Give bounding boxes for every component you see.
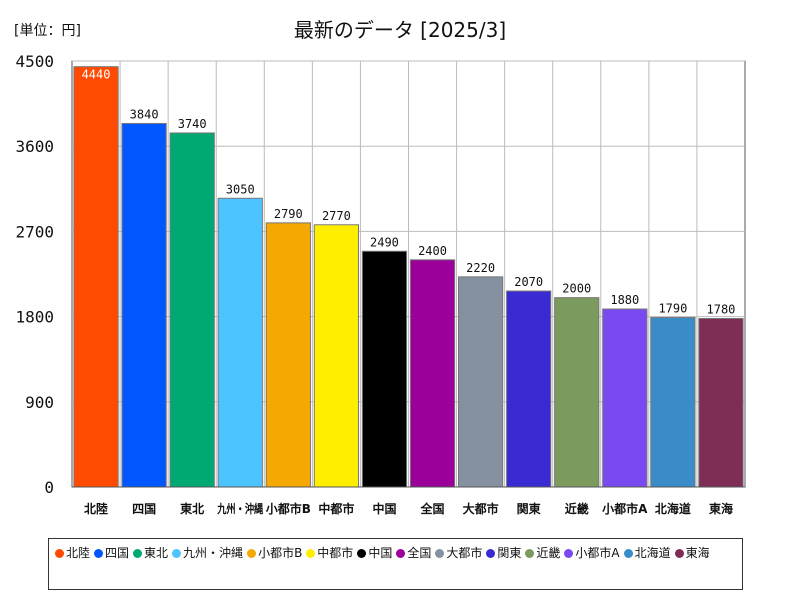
legend-item: 関東 — [486, 543, 521, 563]
legend-swatch — [564, 549, 574, 558]
legend: 北陸 四国 東北 九州・沖縄 小都市B 中都市 中国 全国 大都市 関東 近畿 小都市A 北海道 東海 — [48, 538, 743, 590]
legend-item: 近畿 — [525, 543, 560, 563]
legend-label: 中都市 — [317, 546, 354, 560]
legend-label: 九州・沖縄 — [183, 546, 244, 560]
data-label: 3050 — [226, 182, 255, 196]
bar — [169, 132, 215, 488]
y-tick-label: 3600 — [15, 137, 54, 156]
bar — [265, 222, 311, 488]
legend-label: 東海 — [685, 546, 710, 560]
x-tick-label: 小都市A — [602, 501, 648, 516]
legend-item: 北陸 — [55, 543, 90, 563]
x-tick-label: 東海 — [709, 501, 733, 516]
data-label: 2790 — [274, 207, 303, 221]
x-tick-label: 小都市B — [266, 501, 311, 516]
legend-swatch — [94, 549, 104, 558]
x-tick-label: 全国 — [420, 501, 445, 516]
bar — [217, 197, 263, 488]
bar — [409, 259, 456, 488]
data-label: 1880 — [610, 293, 639, 307]
x-tick-label: 近畿 — [565, 501, 589, 516]
data-label: 3840 — [130, 107, 159, 121]
bar — [650, 317, 696, 488]
legend-item: 大都市 — [435, 543, 482, 563]
data-label: 1790 — [658, 302, 687, 316]
legend-swatch — [486, 549, 496, 558]
bar — [602, 308, 648, 488]
bar — [121, 122, 167, 488]
legend-label: 全国 — [407, 546, 432, 560]
bar — [73, 66, 119, 488]
data-label: 2770 — [322, 209, 351, 223]
x-tick-label: 四国 — [132, 502, 156, 516]
legend-swatch — [525, 549, 535, 558]
legend-item: 中国 — [357, 543, 392, 563]
legend-item: 全国 — [396, 543, 431, 563]
x-tick-label: 東北 — [180, 501, 204, 516]
x-tick-label: 九州・沖縄 — [216, 501, 263, 516]
x-tick-label: 北陸 — [84, 501, 108, 516]
data-label: 2000 — [562, 282, 591, 296]
legend-item: 九州・沖縄 — [172, 543, 243, 563]
y-tick-label: 1800 — [15, 308, 54, 327]
data-label: 1780 — [707, 302, 736, 316]
x-tick-label: 中都市 — [318, 501, 354, 516]
x-tick-label: 大都市 — [463, 501, 499, 516]
chart-title: 最新のデータ [2025/3] — [293, 18, 507, 42]
bar — [698, 317, 744, 488]
legend-label: 小都市B — [258, 546, 303, 560]
y-tick-label: 0 — [44, 478, 54, 497]
data-label: 3740 — [178, 117, 207, 131]
legend-item: 北海道 — [623, 543, 671, 563]
legend-item: 小都市A — [564, 543, 620, 563]
y-tick-label: 2700 — [15, 222, 54, 241]
legend-swatch — [55, 549, 64, 558]
bar — [457, 276, 504, 488]
x-tick-label: 中国 — [372, 501, 396, 516]
legend-label: 四国 — [105, 546, 130, 560]
y-tick-label: 900 — [25, 393, 54, 412]
bar — [313, 224, 360, 488]
data-label: 4440 — [82, 68, 111, 82]
legend-item: 中都市 — [306, 543, 353, 563]
legend-label: 中国 — [368, 546, 393, 560]
bar — [554, 297, 600, 488]
legend-item: 小都市B — [247, 543, 302, 563]
legend-swatch — [133, 549, 143, 558]
legend-swatch — [674, 549, 684, 558]
legend-label: 近畿 — [536, 546, 561, 560]
legend-swatch — [306, 549, 316, 558]
legend-swatch — [623, 549, 633, 558]
data-label: 2070 — [514, 275, 543, 289]
legend-item: 東北 — [133, 543, 168, 563]
legend-swatch — [247, 549, 257, 558]
legend-label: 東北 — [144, 546, 169, 560]
legend-swatch — [435, 549, 445, 558]
bar — [506, 290, 552, 488]
legend-item: 東海 — [674, 543, 710, 563]
legend-swatch — [357, 549, 367, 558]
legend-label: 北陸 — [66, 546, 91, 560]
legend-label: 小都市A — [575, 546, 620, 560]
bar — [361, 250, 408, 488]
legend-label: 関東 — [497, 546, 522, 560]
y-tick-label: 4500 — [15, 52, 54, 71]
data-label: 2490 — [370, 235, 399, 249]
legend-swatch — [172, 549, 182, 558]
data-label: 2220 — [466, 261, 495, 275]
legend-swatch — [396, 549, 406, 558]
legend-item: 四国 — [94, 543, 129, 563]
legend-label: 大都市 — [446, 546, 483, 560]
x-tick-label: 関東 — [517, 501, 541, 516]
unit-label: [単位：円] — [14, 23, 81, 39]
data-label: 2400 — [418, 244, 447, 258]
x-tick-label: 北海道 — [655, 501, 691, 516]
legend-label: 北海道 — [634, 546, 671, 560]
